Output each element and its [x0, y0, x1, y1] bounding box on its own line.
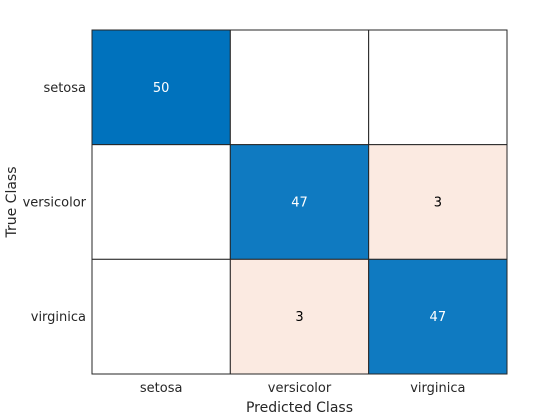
y-tick-label: virginica: [31, 310, 86, 325]
y-tick-label: setosa: [43, 81, 86, 96]
x-axis-title: Predicted Class: [246, 400, 353, 416]
matrix-cell-versicolor-versicolor: [229, 144, 370, 260]
cell-value-label: 3: [434, 196, 442, 211]
y-tick-labels: setosa versicolor virginica: [23, 81, 87, 325]
x-tick-label: virginica: [410, 381, 465, 396]
matrix-cell-setosa-virginica: [368, 29, 508, 146]
matrix-cell-virginica-virginica: [368, 258, 508, 375]
matrix-cell-setosa-setosa: [91, 29, 231, 146]
cell-value-label: 47: [291, 196, 308, 211]
matrix-cells: 50 47 3 3 47: [91, 29, 508, 375]
cell-value-label: 50: [153, 81, 170, 96]
cell-value-label: 47: [430, 310, 447, 325]
cell-value-label: 3: [295, 310, 303, 325]
matrix-cell-versicolor-virginica: [368, 144, 508, 260]
matrix-cell-versicolor-setosa: [91, 144, 231, 260]
x-tick-label: setosa: [140, 381, 183, 396]
matrix-cell-virginica-setosa: [91, 258, 231, 375]
matrix-cell-virginica-versicolor: [229, 258, 370, 375]
x-tick-labels: setosa versicolor virginica: [140, 381, 466, 396]
x-tick-label: versicolor: [268, 381, 332, 396]
y-axis-title: True Class: [4, 166, 20, 238]
matrix-cell-setosa-versicolor: [229, 29, 370, 146]
y-tick-label: versicolor: [23, 196, 87, 211]
